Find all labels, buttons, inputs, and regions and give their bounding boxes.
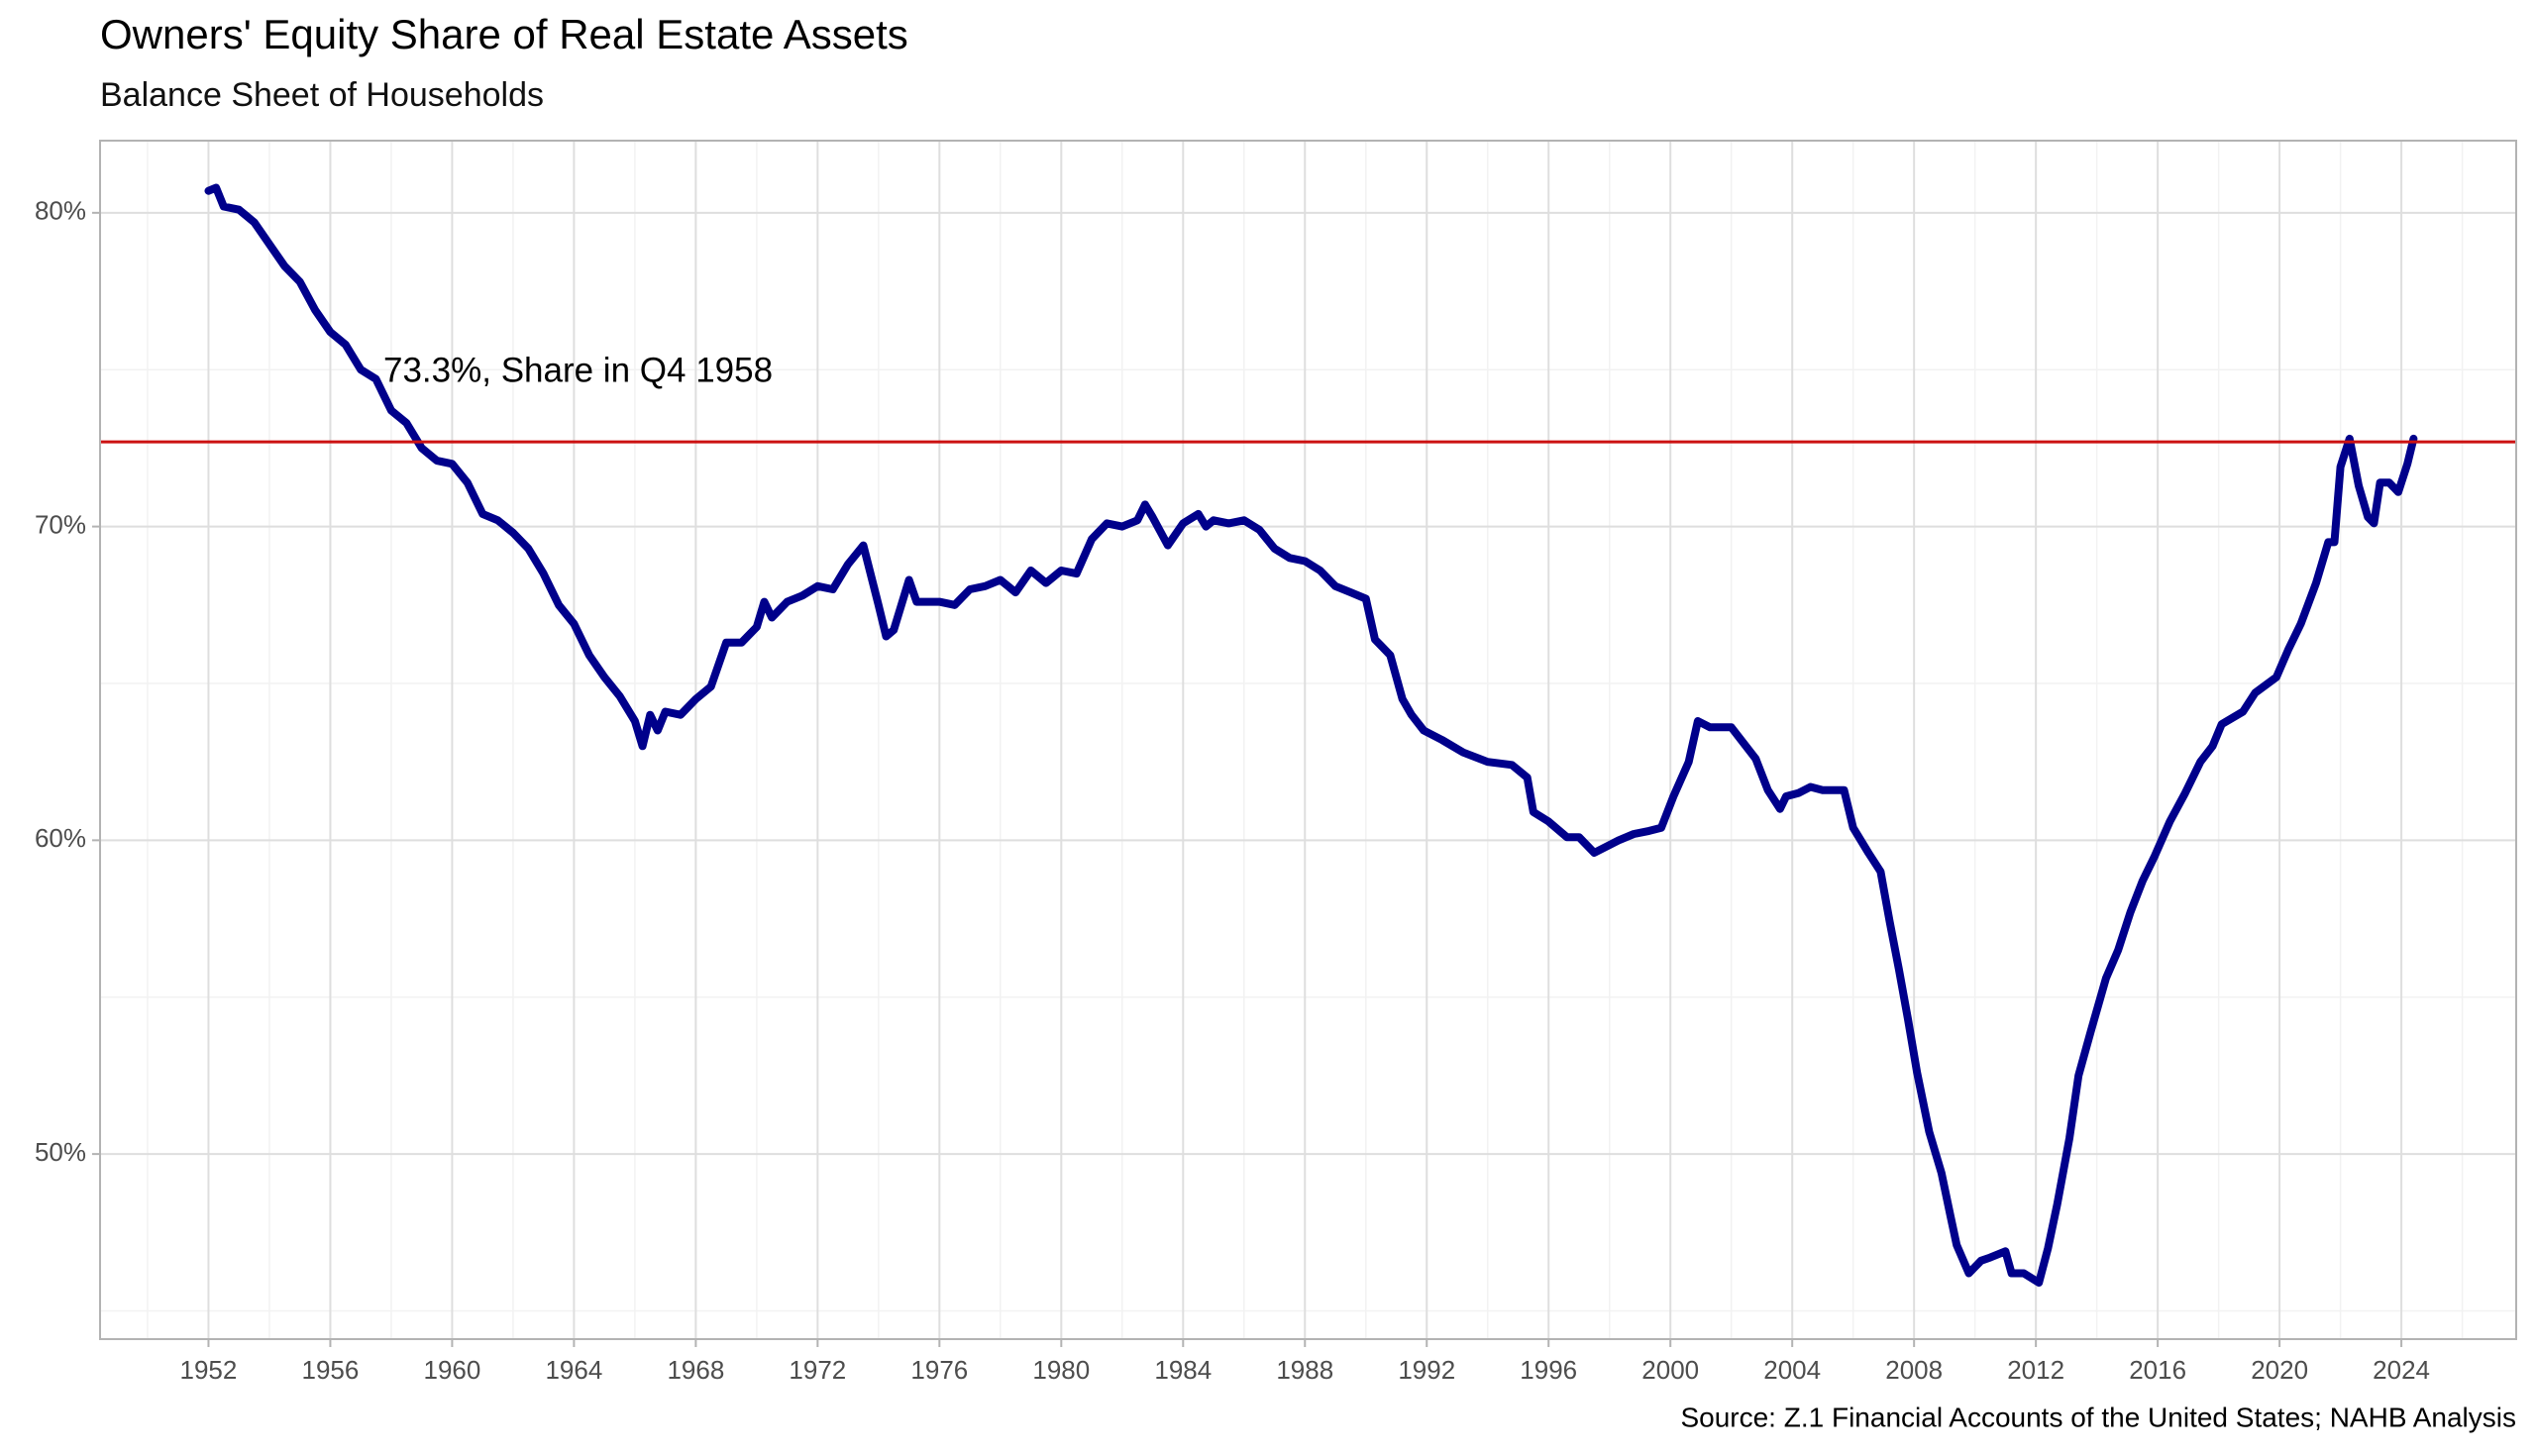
- grid: 1952 1956 1960 1964 1968 1972 1976 1980 1984 1988…: [35, 141, 2516, 1385]
- x-tick-label: 2000: [1641, 1355, 1699, 1385]
- y-tick-label: 60%: [35, 823, 86, 853]
- series-line: [204, 183, 2418, 1287]
- x-tick-label: 1956: [302, 1355, 360, 1385]
- x-tick-label: 2012: [2007, 1355, 2064, 1385]
- x-tick-label: 2016: [2129, 1355, 2186, 1385]
- chart-subtitle: Balance Sheet of Households: [100, 76, 544, 114]
- y-tick-label: 80%: [35, 196, 86, 226]
- source-note: Source: Z.1 Financial Accounts of the Un…: [1680, 1402, 2516, 1432]
- x-tick-label: 1992: [1398, 1355, 1455, 1385]
- chart-title: Owners' Equity Share of Real Estate Asse…: [100, 11, 908, 57]
- y-tick-label: 50%: [35, 1137, 86, 1167]
- x-tick-label: 2024: [2373, 1355, 2430, 1385]
- x-tick-label: 1980: [1032, 1355, 1090, 1385]
- x-tick-label: 1972: [789, 1355, 846, 1385]
- y-tick-label: 70%: [35, 509, 86, 539]
- x-tick-label: 1984: [1154, 1355, 1212, 1385]
- x-tick-label: 1964: [545, 1355, 602, 1385]
- x-tick-label: 2004: [1763, 1355, 1821, 1385]
- panel-border: [99, 140, 2517, 1340]
- x-tick-label: 1968: [667, 1355, 724, 1385]
- x-tick-label: 1976: [910, 1355, 968, 1385]
- x-tick-label: 1996: [1520, 1355, 1577, 1385]
- marks: 73.3%, Share in Q4 1958: [100, 183, 2516, 1287]
- x-tick-label: 1988: [1276, 1355, 1333, 1385]
- x-tick-label: 1952: [180, 1355, 238, 1385]
- x-tick-label: 1960: [423, 1355, 480, 1385]
- annotation: 73.3%, Share in Q4 1958: [383, 351, 773, 389]
- x-tick-label: 2008: [1885, 1355, 1943, 1385]
- x-tick-label: 2020: [2251, 1355, 2308, 1385]
